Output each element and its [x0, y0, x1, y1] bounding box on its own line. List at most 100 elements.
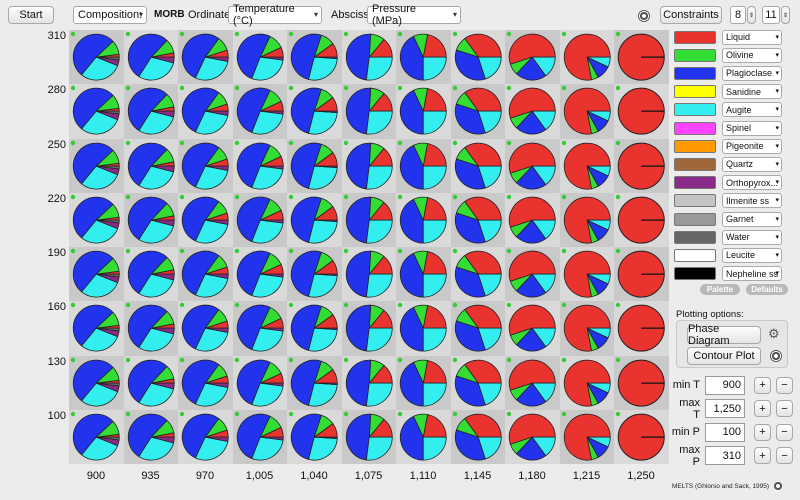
pie-cell[interactable]	[69, 247, 124, 302]
pie-cell[interactable]	[450, 409, 505, 464]
pie-cell[interactable]	[614, 30, 669, 85]
pie-cell[interactable]	[123, 301, 178, 356]
pie-cell[interactable]	[178, 301, 233, 356]
phase-select[interactable]: Ilmenite ss ▾	[722, 193, 782, 209]
pie-cell[interactable]	[287, 301, 342, 356]
pie-cell[interactable]	[396, 192, 451, 247]
pie-cell[interactable]	[505, 247, 560, 302]
pie-cell[interactable]	[614, 247, 669, 302]
decrement-button[interactable]: −	[776, 447, 793, 464]
pie-cell[interactable]	[341, 301, 396, 356]
phase-select[interactable]: Leucite ▾	[722, 247, 782, 263]
grid-cols-stepper[interactable]: ⇕	[781, 6, 790, 24]
pie-cell[interactable]	[69, 301, 124, 356]
gear-icon[interactable]: ⚙	[768, 326, 780, 341]
phase-select[interactable]: Plagioclase ▾	[722, 65, 782, 81]
pie-cell[interactable]	[69, 84, 124, 139]
pie-cell[interactable]	[559, 409, 614, 464]
defaults-button[interactable]: Defaults	[746, 284, 788, 295]
pie-cell[interactable]	[505, 30, 560, 85]
pie-cell[interactable]	[287, 409, 342, 464]
pie-cell[interactable]	[505, 138, 560, 193]
range-input[interactable]: 310	[705, 446, 745, 465]
pie-cell[interactable]	[450, 138, 505, 193]
pie-cell[interactable]	[341, 409, 396, 464]
pie-cell[interactable]	[69, 30, 124, 85]
color-swatch[interactable]	[674, 121, 716, 135]
color-swatch[interactable]	[674, 157, 716, 171]
pie-cell[interactable]	[287, 247, 342, 302]
pie-cell[interactable]	[123, 192, 178, 247]
color-swatch[interactable]	[674, 103, 716, 117]
increment-button[interactable]: +	[754, 447, 771, 464]
increment-button[interactable]: +	[754, 376, 771, 394]
info-icon[interactable]	[773, 481, 784, 491]
color-swatch[interactable]	[674, 194, 716, 208]
pie-cell[interactable]	[396, 84, 451, 139]
pie-cell[interactable]	[396, 409, 451, 464]
decrement-button[interactable]: −	[776, 423, 793, 441]
ordinate-select[interactable]: Temperature (°C) ▾	[228, 3, 322, 27]
pie-cell[interactable]	[123, 30, 178, 85]
pie-cell[interactable]	[178, 409, 233, 464]
color-swatch[interactable]	[674, 85, 716, 99]
pie-cell[interactable]	[178, 247, 233, 302]
pie-cell[interactable]	[287, 84, 342, 139]
pie-cell[interactable]	[450, 192, 505, 247]
pie-cell[interactable]	[341, 355, 396, 410]
pie-cell[interactable]	[232, 355, 287, 410]
pie-cell[interactable]	[505, 409, 560, 464]
increment-button[interactable]: +	[754, 423, 771, 441]
pie-cell[interactable]	[396, 355, 451, 410]
pie-cell[interactable]	[505, 84, 560, 139]
phase-select[interactable]: Augite ▾	[722, 102, 782, 118]
pie-cell[interactable]	[450, 30, 505, 85]
phase-select[interactable]: Nepheline ss ▾	[722, 266, 782, 282]
pie-cell[interactable]	[232, 409, 287, 464]
phase-select[interactable]: Garnet ▾	[722, 211, 782, 227]
pie-cell[interactable]	[123, 355, 178, 410]
palette-button[interactable]: Palette	[700, 284, 740, 295]
grid-rows-field[interactable]: 8	[730, 6, 746, 24]
pie-cell[interactable]	[559, 30, 614, 85]
pie-cell[interactable]	[614, 355, 669, 410]
pie-cell[interactable]	[614, 192, 669, 247]
pie-cell[interactable]	[178, 138, 233, 193]
composition-select[interactable]: Composition: ▾	[73, 6, 147, 24]
color-swatch[interactable]	[674, 212, 716, 226]
pie-cell[interactable]	[341, 84, 396, 139]
pie-cell[interactable]	[69, 355, 124, 410]
pie-cell[interactable]	[123, 247, 178, 302]
pie-cell[interactable]	[396, 247, 451, 302]
pie-cell[interactable]	[69, 192, 124, 247]
pie-cell[interactable]	[505, 355, 560, 410]
pie-cell[interactable]	[396, 30, 451, 85]
pie-cell[interactable]	[123, 138, 178, 193]
phase-select[interactable]: Pigeonite ▾	[722, 138, 782, 154]
pie-cell[interactable]	[559, 84, 614, 139]
pie-cell[interactable]	[505, 301, 560, 356]
pie-cell[interactable]	[123, 409, 178, 464]
pie-cell[interactable]	[341, 192, 396, 247]
pie-cell[interactable]	[559, 301, 614, 356]
range-input[interactable]: 1,250	[705, 399, 745, 418]
phase-select[interactable]: Sanidine ▾	[722, 84, 782, 100]
pie-cell[interactable]	[450, 247, 505, 302]
pie-cell[interactable]	[178, 84, 233, 139]
pie-cell[interactable]	[396, 138, 451, 193]
pie-cell[interactable]	[450, 84, 505, 139]
phase-select[interactable]: Water ▾	[722, 229, 782, 245]
color-swatch[interactable]	[674, 267, 716, 281]
phase-select[interactable]: Spinel ▾	[722, 120, 782, 136]
pie-cell[interactable]	[505, 192, 560, 247]
pie-cell[interactable]	[614, 84, 669, 139]
phase-select[interactable]: Orthopyrox... ▾	[722, 175, 782, 191]
pie-cell[interactable]	[232, 301, 287, 356]
pie-cell[interactable]	[559, 247, 614, 302]
phase-select[interactable]: Liquid ▾	[722, 29, 782, 45]
pie-cell[interactable]	[232, 30, 287, 85]
pie-cell[interactable]	[178, 192, 233, 247]
pie-cell[interactable]	[450, 301, 505, 356]
decrement-button[interactable]: −	[776, 376, 793, 394]
pie-cell[interactable]	[287, 355, 342, 410]
